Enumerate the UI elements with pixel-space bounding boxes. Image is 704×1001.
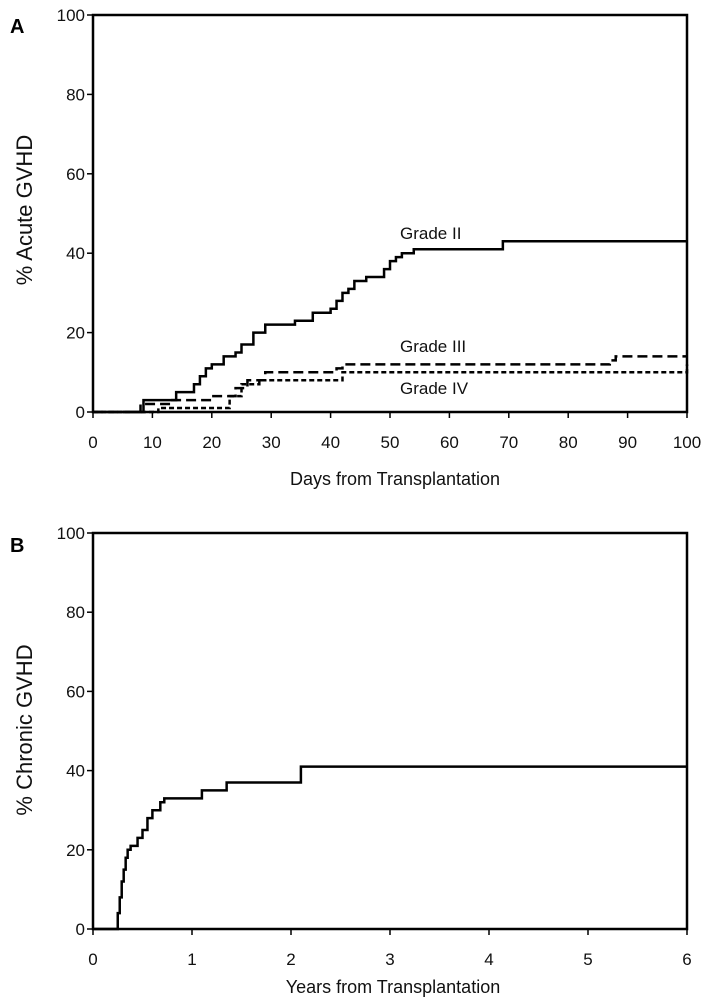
x-tick-label-b: 4: [484, 950, 493, 969]
series-line-a-grade-ii: [93, 240, 687, 414]
series-line-a-grade-iii: [93, 355, 687, 414]
y-tick-label-a: 60: [66, 165, 85, 184]
x-tick-label-b: 0: [88, 950, 97, 969]
y-tick-label-b: 20: [66, 841, 85, 860]
y-axis-label-b: % Chronic GVHD: [12, 644, 37, 815]
y-tick-label-b: 60: [66, 682, 85, 701]
plot-frame-b: [91, 531, 689, 931]
x-axis-label-b: Years from Transplantation: [286, 977, 500, 997]
x-tick-label-b: 2: [286, 950, 295, 969]
x-tick-label-a: 90: [618, 433, 637, 452]
panel-label-b: B: [10, 535, 24, 557]
series-group-b: [93, 765, 687, 931]
y-tick-label-b: 0: [76, 920, 85, 939]
annotation-grade-iii: Grade III: [400, 337, 466, 356]
x-tick-label-a: 100: [673, 433, 701, 452]
y-tick-label-b: 100: [57, 524, 85, 543]
x-tick-label-a: 50: [381, 433, 400, 452]
panel-label-a: A: [10, 16, 24, 38]
x-tick-label-a: 0: [88, 433, 97, 452]
annotation-grade-ii: Grade II: [400, 224, 461, 243]
series-line-a-grade-iv: [93, 364, 689, 414]
x-tick-label-b: 3: [385, 950, 394, 969]
x-tick-label-b: 1: [187, 950, 196, 969]
x-axis-label-a: Days from Transplantation: [290, 469, 500, 489]
y-tick-label-a: 20: [66, 324, 85, 343]
y-tick-label-a: 100: [57, 6, 85, 25]
y-tick-label-b: 40: [66, 762, 85, 781]
y-axis-label-a: % Acute GVHD: [12, 135, 37, 285]
y-tick-label-b: 80: [66, 603, 85, 622]
x-tick-label-a: 70: [499, 433, 518, 452]
series-group-a: [93, 240, 689, 414]
series-line-b-0: [93, 765, 687, 931]
x-tick-label-a: 60: [440, 433, 459, 452]
y-tick-label-a: 40: [66, 244, 85, 263]
x-tick-label-a: 10: [143, 433, 162, 452]
y-tick-label-a: 0: [76, 403, 85, 422]
x-tick-label-a: 30: [262, 433, 281, 452]
y-tick-label-a: 80: [66, 85, 85, 104]
axis-ticks-a: 0 10 20 30 40 50 60 70 80 90 100 0 20 40 60 80 100: [57, 6, 702, 452]
x-tick-label-a: 20: [202, 433, 221, 452]
x-tick-label-b: 6: [682, 950, 691, 969]
annotation-grade-iv: Grade IV: [400, 379, 469, 398]
plot-frame-a: [91, 13, 689, 414]
x-tick-label-a: 40: [321, 433, 340, 452]
x-tick-label-b: 5: [583, 950, 592, 969]
x-tick-label-a: 80: [559, 433, 578, 452]
panel-a-acute-gvhd: A 0 10 20 30 40 50 60 70 80 90 100 0 20 40 60 80 100 Day…: [10, 6, 701, 489]
